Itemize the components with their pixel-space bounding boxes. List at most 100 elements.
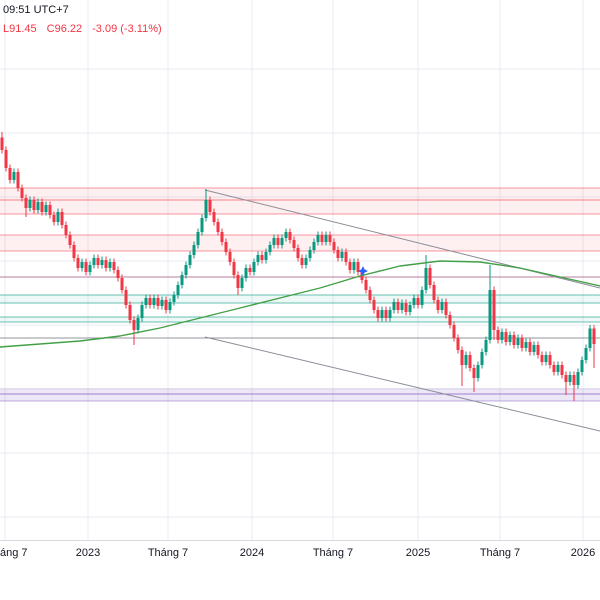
candle-body xyxy=(156,298,160,306)
time-axis-label: 2023 xyxy=(75,547,101,559)
candle-body xyxy=(340,252,344,258)
candle-body xyxy=(404,303,408,312)
candle-body xyxy=(412,298,416,305)
candle-body xyxy=(256,255,260,262)
candle-body xyxy=(132,320,136,330)
candle-body xyxy=(392,302,396,310)
candle-body xyxy=(208,200,212,212)
candle-body xyxy=(484,340,488,352)
candle-body xyxy=(116,270,120,278)
candle-body xyxy=(556,365,560,372)
candle-body xyxy=(320,235,324,242)
chart-pane[interactable]: 09:51 UTC+7 L91.45 C96.22 -3.09 (-3.11%) xyxy=(0,0,600,540)
time-axis-label: áng 7 xyxy=(0,547,28,559)
candle-body xyxy=(264,252,268,260)
candle-body xyxy=(4,150,8,168)
candle-body xyxy=(400,303,404,310)
candle-body xyxy=(328,235,332,242)
candle-body xyxy=(16,172,20,188)
candle-body xyxy=(500,332,504,340)
candle-body xyxy=(168,302,172,310)
candle-body xyxy=(512,335,516,345)
candle-body xyxy=(64,225,68,235)
candle-body xyxy=(0,137,4,150)
candle-body xyxy=(128,305,132,320)
candle-body xyxy=(32,200,36,210)
candle-body xyxy=(140,305,144,318)
candle-body xyxy=(8,168,12,180)
candle-body xyxy=(28,200,32,208)
price-chart-svg[interactable] xyxy=(0,0,600,540)
candle-body xyxy=(560,365,564,375)
candle-body xyxy=(496,330,500,340)
candle-body xyxy=(408,305,412,312)
candle-body xyxy=(488,290,492,340)
candle-body xyxy=(164,300,168,310)
candle-body xyxy=(40,202,44,212)
candle-body xyxy=(416,298,420,305)
candle-body xyxy=(468,355,472,368)
price-zone[interactable] xyxy=(0,317,600,322)
candle-body xyxy=(540,355,544,362)
candle-body xyxy=(396,302,400,310)
candle-body xyxy=(176,285,180,295)
candle-body xyxy=(300,258,304,265)
candle-body xyxy=(376,310,380,318)
candle-body xyxy=(436,300,440,310)
candle-body xyxy=(172,295,176,302)
time-axis-label: Tháng 7 xyxy=(479,547,521,559)
time-axis-label: 2026 xyxy=(570,547,596,559)
candle-body xyxy=(480,352,484,365)
candle-body xyxy=(344,252,348,262)
candle-body xyxy=(324,235,328,242)
drawing-marker-icon[interactable] xyxy=(358,266,368,276)
candle-body xyxy=(216,222,220,232)
candle-body xyxy=(24,198,28,208)
candle-body xyxy=(112,262,116,270)
candle-body xyxy=(336,250,340,258)
candle-body xyxy=(316,235,320,242)
candle-body xyxy=(584,348,588,360)
ma-line[interactable] xyxy=(0,260,600,348)
candle-body xyxy=(312,242,316,250)
candle-body xyxy=(364,280,368,290)
candle-body xyxy=(56,212,60,222)
candle-body xyxy=(68,235,72,245)
candle-body xyxy=(200,218,204,232)
candle-body xyxy=(104,260,108,268)
price-zone[interactable] xyxy=(0,188,600,214)
candle-body xyxy=(248,268,252,272)
time-axis-label: Tháng 7 xyxy=(147,547,189,559)
candle-body xyxy=(304,258,308,265)
candle-body xyxy=(296,248,300,258)
candle-body xyxy=(516,338,520,345)
candle-body xyxy=(504,332,508,342)
candle-body xyxy=(108,262,112,268)
candle-body xyxy=(88,265,92,272)
candle-body xyxy=(564,375,568,382)
candle-body xyxy=(420,290,424,305)
candle-body xyxy=(160,300,164,306)
candle-body xyxy=(272,238,276,245)
candle-body xyxy=(548,355,552,365)
candle-body xyxy=(384,310,388,318)
candle-body xyxy=(244,268,248,278)
time-axis[interactable]: áng 7 2023 Tháng 7 2024 Tháng 7 2025 Tháng 7 20… xyxy=(0,540,600,600)
candle-body xyxy=(76,258,80,268)
candle-body xyxy=(432,285,436,300)
candle-body xyxy=(348,262,352,270)
time-axis-label: Tháng 7 xyxy=(312,547,354,559)
candle-body xyxy=(20,188,24,198)
trendline[interactable] xyxy=(204,336,600,432)
price-zone[interactable] xyxy=(0,295,600,303)
candle-body xyxy=(528,342,532,352)
candle-body xyxy=(380,310,384,318)
price-zone[interactable] xyxy=(0,235,600,251)
candle-body xyxy=(368,290,372,300)
candle-body xyxy=(204,200,208,218)
candle-body xyxy=(84,262,88,272)
candle-body xyxy=(80,262,84,268)
candle-body xyxy=(240,278,244,288)
legend-low-value: L91.45 xyxy=(3,23,37,35)
candle-body xyxy=(332,242,336,250)
